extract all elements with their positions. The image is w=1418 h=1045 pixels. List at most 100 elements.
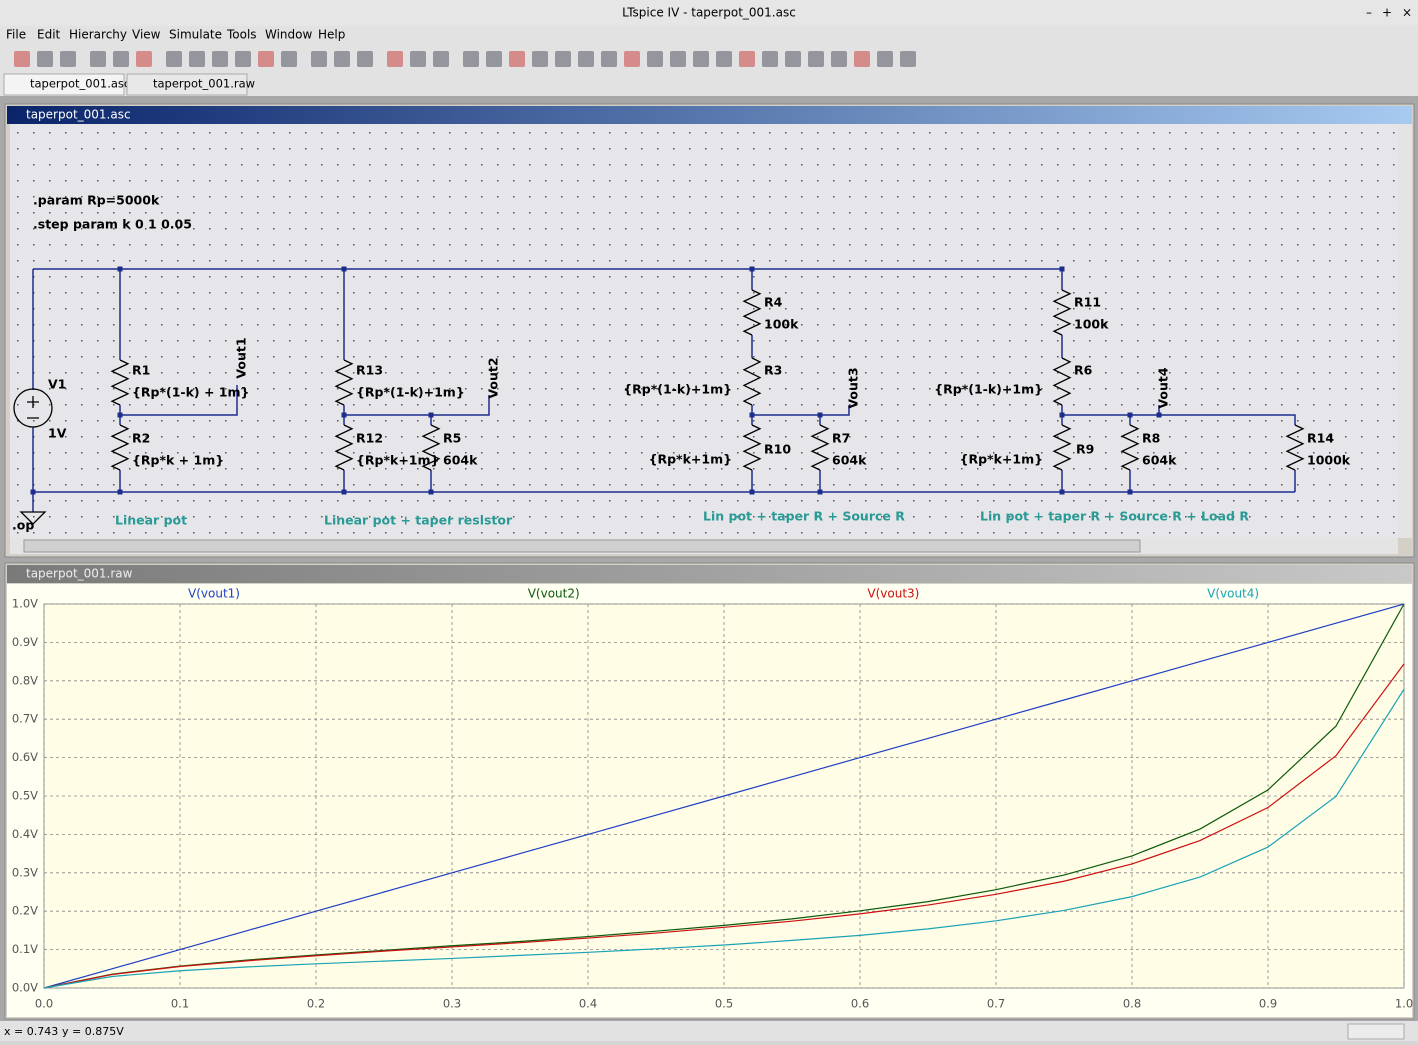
close-button[interactable]: × [1402, 6, 1412, 20]
toolbar-button[interactable] [716, 51, 732, 67]
legend-entry[interactable]: V(vout4) [1207, 587, 1259, 601]
minimize-button[interactable]: – [1366, 6, 1372, 20]
resistor [1120, 424, 1140, 471]
toolbar-button[interactable] [433, 51, 449, 67]
toolbar-button[interactable] [578, 51, 594, 67]
menu-item[interactable]: Edit [37, 28, 61, 42]
window-title: LTspice IV - taperpot_001.asc [622, 6, 796, 20]
maximize-button[interactable]: + [1382, 6, 1392, 20]
toolbar-button[interactable] [387, 51, 403, 67]
y-tick-label: 0.2V [12, 904, 38, 918]
x-tick-label: 0.8 [1123, 997, 1141, 1011]
toolbar-button[interactable] [647, 51, 663, 67]
menu-item[interactable]: Tools [226, 28, 257, 42]
schematic-title-bar [7, 106, 1412, 124]
resistor [110, 359, 130, 406]
toolbar-button[interactable] [281, 51, 297, 67]
resistor [334, 359, 354, 406]
toolbar-button[interactable] [189, 51, 205, 67]
toolbar-button[interactable] [14, 51, 30, 67]
x-tick-label: 1.0 [1395, 997, 1413, 1011]
series-line [43, 663, 1405, 989]
tab[interactable] [126, 73, 248, 96]
toolbar-button[interactable] [509, 51, 525, 67]
junction [117, 266, 123, 272]
section-label: Lin pot + taper R + Source R [703, 509, 905, 524]
junction [1059, 412, 1065, 418]
menu-item[interactable]: Help [318, 28, 345, 42]
menu-item[interactable]: Hierarchy [69, 28, 127, 42]
toolbar-button[interactable] [486, 51, 502, 67]
y-tick-label: 0.9V [12, 635, 38, 649]
source-polarity [27, 396, 39, 419]
legend-entry[interactable]: V(vout3) [867, 587, 919, 601]
tab[interactable] [3, 73, 125, 96]
toolbar-button[interactable] [877, 51, 893, 67]
legend-entry[interactable]: V(vout1) [188, 587, 240, 601]
schematic-label: R13 [356, 363, 383, 378]
toolbar-button[interactable] [463, 51, 479, 67]
toolbar-button[interactable] [212, 51, 228, 67]
toolbar-button[interactable] [60, 51, 76, 67]
status-y: y = 0.875V [62, 1025, 124, 1038]
menu-item[interactable]: Simulate [169, 28, 222, 42]
menu-item[interactable]: View [132, 28, 161, 42]
toolbar-button[interactable] [808, 51, 824, 67]
schematic-label: 604k [443, 453, 478, 468]
toolbar-button[interactable] [235, 51, 251, 67]
menu-item[interactable]: Window [265, 28, 313, 42]
junction [1127, 412, 1133, 418]
voltage-source [13, 388, 53, 428]
toolbar-button[interactable] [334, 51, 350, 67]
tab-label: taperpot_001.asc [30, 77, 130, 91]
toolbar-button[interactable] [900, 51, 916, 67]
status-x: x = 0.743 [4, 1025, 58, 1038]
resistor [110, 424, 130, 471]
legend-entry[interactable]: V(vout2) [528, 587, 580, 601]
schematic-label: {Rp*(1-k)+1m} [356, 385, 465, 400]
toolbar-button[interactable] [357, 51, 373, 67]
toolbar-button[interactable] [410, 51, 426, 67]
scroll-thumb[interactable] [23, 539, 1141, 553]
toolbar-button[interactable] [113, 51, 129, 67]
toolbar-button[interactable] [670, 51, 686, 67]
resistor [421, 424, 441, 471]
junction [341, 412, 347, 418]
ground [19, 511, 47, 525]
toolbar-button[interactable] [166, 51, 182, 67]
schematic-label: R14 [1307, 431, 1334, 446]
schematic-label: Vout3 [846, 367, 861, 408]
schematic-label: R6 [1074, 363, 1093, 378]
y-tick-label: 0.7V [12, 712, 38, 726]
toolbar-button[interactable] [831, 51, 847, 67]
schematic: .param Rp=5000k .step param k 0 1 0.05 V1 1… [12, 193, 1351, 533]
junction [30, 489, 36, 495]
resistor [742, 289, 762, 336]
schematic-label: 604k [1142, 453, 1177, 468]
x-tick-label: 0.9 [1259, 997, 1277, 1011]
toolbar-button[interactable] [532, 51, 548, 67]
toolbar-button[interactable] [258, 51, 274, 67]
status-bar [0, 1021, 1418, 1041]
toolbar-button[interactable] [762, 51, 778, 67]
junction [817, 489, 823, 495]
toolbar-button[interactable] [311, 51, 327, 67]
toolbar-button[interactable] [739, 51, 755, 67]
toolbar-button[interactable] [601, 51, 617, 67]
toolbar-button[interactable] [136, 51, 152, 67]
vertical-scrollbar[interactable] [1398, 124, 1412, 538]
toolbar-button[interactable] [785, 51, 801, 67]
toolbar-button[interactable] [854, 51, 870, 67]
x-tick-label: 0.3 [443, 997, 461, 1011]
menu-item[interactable]: File [6, 28, 26, 42]
status-box [1347, 1023, 1405, 1040]
schematic-label: .param Rp=5000k [33, 193, 160, 208]
toolbar-button[interactable] [624, 51, 640, 67]
toolbar-button[interactable] [693, 51, 709, 67]
toolbar-button[interactable] [555, 51, 571, 67]
toolbar-button[interactable] [37, 51, 53, 67]
y-tick-label: 1.0V [12, 597, 38, 611]
schematic-label: Vout2 [486, 357, 501, 398]
toolbar-button[interactable] [90, 51, 106, 67]
